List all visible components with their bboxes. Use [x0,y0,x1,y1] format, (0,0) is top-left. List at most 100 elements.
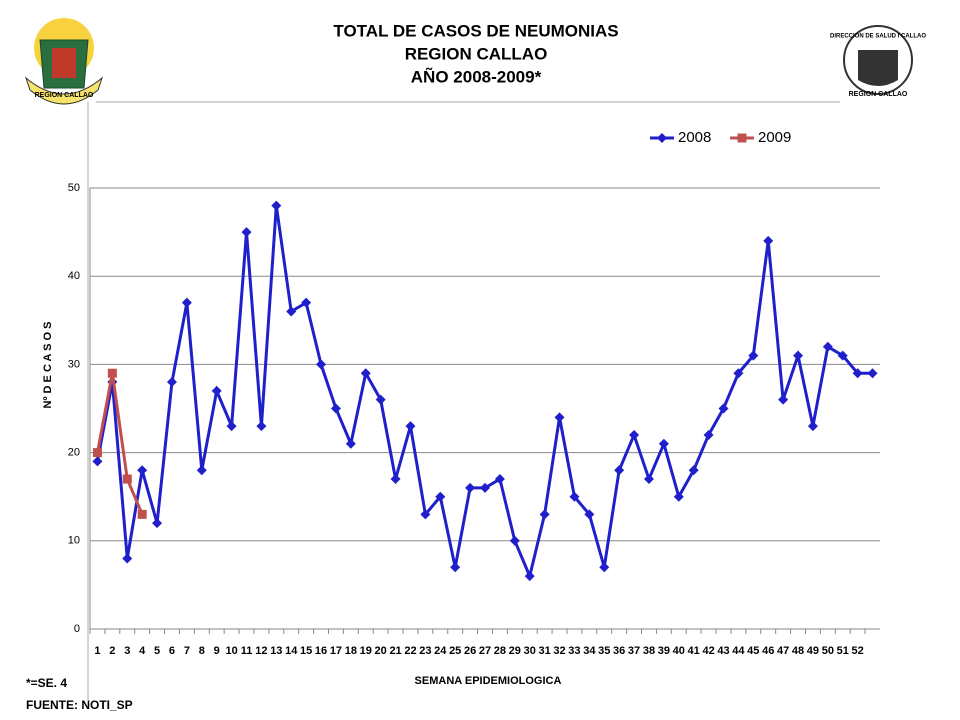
x-tick-label: 37 [628,645,640,657]
logo-text: REGION CALLAO [35,92,94,99]
point [226,421,237,432]
point [286,306,297,317]
x-tick-label: 49 [807,645,819,657]
x-tick-label: 18 [345,645,357,657]
point [241,227,252,238]
x-tick-label: 46 [762,645,774,657]
point [539,509,550,520]
point [673,491,684,502]
point [345,438,356,449]
x-tick-label: 11 [241,645,253,657]
x-tick-label: 28 [494,645,506,657]
x-axis-label: SEMANA EPIDEMIOLOGICA [415,675,562,687]
x-tick-label: 48 [792,645,804,657]
point [688,465,699,476]
x-tick-label: 47 [777,645,789,657]
x-tick-label: 19 [360,645,372,657]
point [733,368,744,379]
point [420,509,431,520]
x-tick-label: 36 [613,645,625,657]
y-tick-label: 30 [68,358,80,370]
x-tick-label: 32 [553,645,565,657]
x-tick-label: 15 [300,645,312,657]
x-tick-label: 23 [419,645,431,657]
point [271,200,282,211]
point [330,403,341,414]
x-tick-label: 7 [184,645,190,657]
x-tick-label: 26 [464,645,476,657]
footnote: FUENTE: NOTI_SP [26,698,133,712]
x-tick-label: 13 [270,645,282,657]
point [509,535,520,546]
y-tick-label: 40 [68,270,80,282]
x-tick-label: 10 [225,645,237,657]
point [390,474,401,485]
point [435,491,446,502]
point [92,448,102,458]
x-tick-label: 16 [315,645,327,657]
x-tick-label: 6 [169,645,175,657]
point [778,394,789,405]
chart-title: REGION CALLAO [405,44,548,63]
right-logo: DIRECCION DE SALUD I CALLAO REGION CALLA… [830,25,926,98]
point [867,368,878,379]
point [737,133,747,143]
x-tick-label: 5 [154,645,160,657]
x-tick-label: 2 [109,645,115,657]
point [152,518,163,529]
point [494,474,505,485]
point [166,377,177,388]
x-tick-label: 12 [255,645,267,657]
x-tick-label: 29 [509,645,521,657]
point [122,474,132,484]
x-tick-label: 27 [479,645,491,657]
footnote: *=SE. 4 [26,676,67,690]
x-tick-label: 8 [199,645,205,657]
x-tick-label: 4 [139,645,146,657]
point [405,421,416,432]
point [629,429,640,440]
point [837,350,848,361]
point [793,350,804,361]
point [137,465,148,476]
y-tick-label: 0 [74,623,80,635]
x-tick-label: 52 [852,645,864,657]
point [748,350,759,361]
point [107,368,117,378]
y-axis-label: Nº D E C A S O S [42,322,54,409]
x-tick-label: 22 [404,645,416,657]
point [643,474,654,485]
x-tick-label: 35 [598,645,610,657]
point [375,394,386,405]
point [658,438,669,449]
left-logo: REGION CALLAO [24,18,104,105]
x-tick-label: 14 [285,645,298,657]
x-tick-label: 25 [449,645,461,657]
x-tick-label: 43 [717,645,729,657]
point [181,297,192,308]
point [852,368,863,379]
point [614,465,625,476]
logo-text: DIRECCION DE SALUD I CALLAO [830,34,926,40]
x-tick-label: 50 [822,645,834,657]
x-tick-label: 3 [124,645,130,657]
point [360,368,371,379]
point [92,456,103,467]
point [599,562,610,573]
y-tick-label: 10 [68,535,80,547]
point [301,297,312,308]
point [718,403,729,414]
legend-label: 2008 [678,129,711,146]
x-tick-label: 44 [732,645,745,657]
x-tick-label: 17 [330,645,342,657]
x-tick-label: 31 [538,645,550,657]
x-tick-label: 20 [375,645,387,657]
point [763,235,774,246]
point [822,341,833,352]
x-tick-label: 51 [837,645,849,657]
x-tick-label: 40 [673,645,685,657]
point [316,359,327,370]
x-tick-label: 38 [643,645,655,657]
chart-title: TOTAL DE CASOS DE NEUMONIAS [333,21,618,40]
